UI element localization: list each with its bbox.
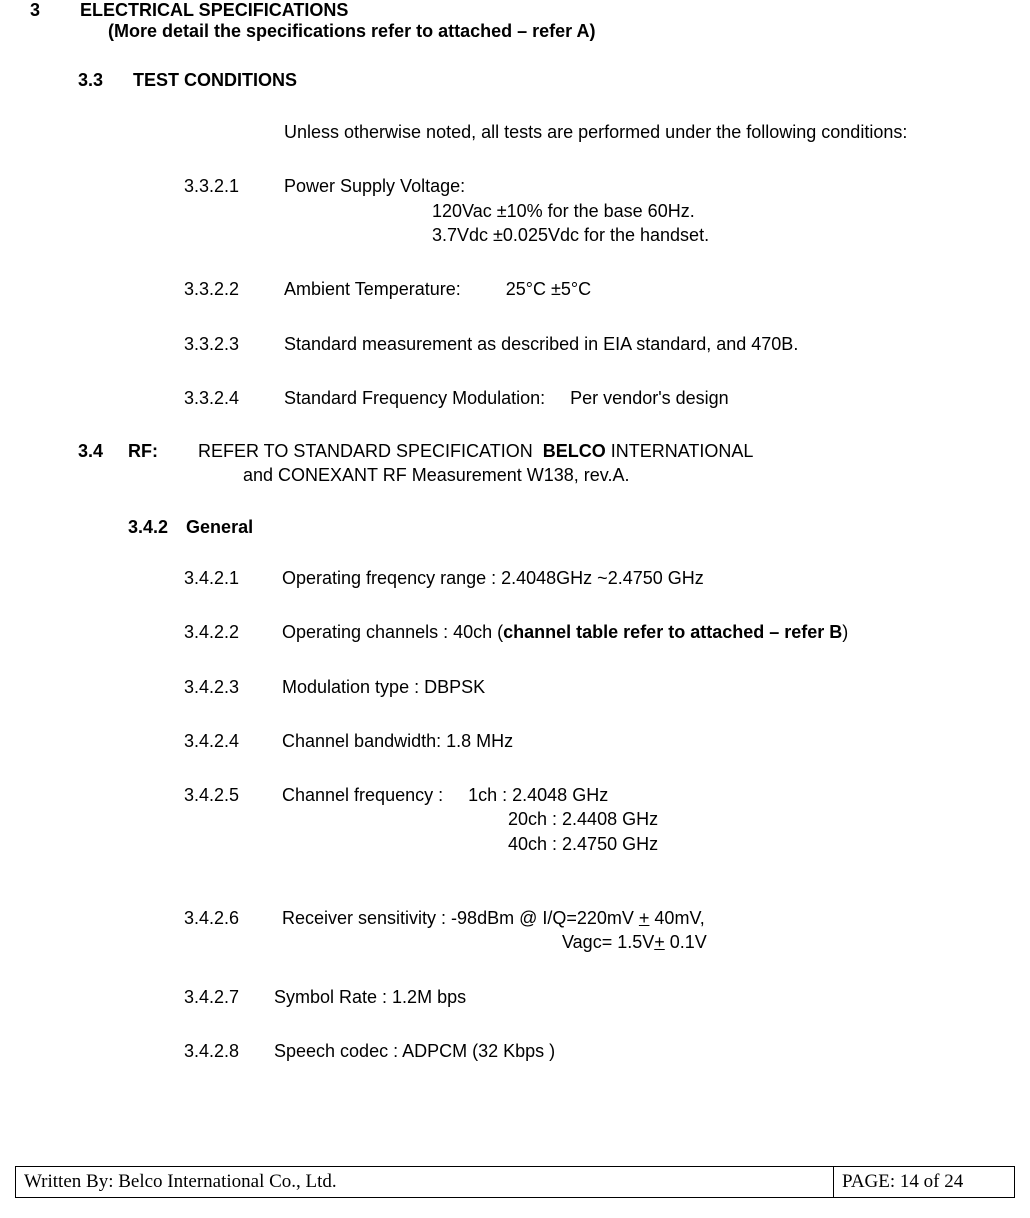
condition-line: 120Vac ±10% for the base 60Hz. (284, 199, 1000, 223)
condition-item: 3.3.2.4 Standard Frequency Modulation: P… (30, 386, 1000, 410)
general-text: Symbol Rate : 1.2M bps (274, 985, 1000, 1009)
general-num: 3.4.2.2 (184, 620, 282, 644)
section-3-4-2-num: 3.4.2 (128, 517, 168, 538)
general-num: 3.4.2.1 (184, 566, 282, 590)
conditions-intro: Unless otherwise noted, all tests are pe… (30, 121, 1000, 144)
condition-num: 3.3.2.2 (184, 277, 284, 301)
section-3-subtitle: (More detail the specifications refer to… (30, 21, 1000, 42)
general-num: 3.4.2.3 (184, 675, 282, 699)
general-text: Modulation type : DBPSK (282, 675, 1000, 699)
condition-label: Power Supply Voltage: (284, 174, 1000, 198)
general-pre: Operating channels : 40ch ( (282, 622, 503, 642)
footer-author: Written By: Belco International Co., Ltd… (16, 1167, 834, 1197)
general-item: 3.4.2.1 Operating freqency range : 2.404… (30, 566, 1000, 590)
general-item: 3.4.2.2 Operating channels : 40ch (chann… (30, 620, 1000, 644)
general-num: 3.4.2.7 (184, 985, 274, 1009)
general-item: 3.4.2.8 Speech codec : ADPCM (32 Kbps ) (30, 1039, 1000, 1063)
general-bold: channel table refer to attached – refer … (503, 622, 842, 642)
rf-text-post: INTERNATIONAL (606, 441, 754, 461)
sens-u2: + (654, 932, 665, 952)
sens-post1: 40mV, (649, 908, 704, 928)
section-3-3-num: 3.3 (78, 70, 103, 91)
freq-line: 20ch : 2.4408 GHz (282, 807, 1000, 831)
section-3-3-title: TEST CONDITIONS (133, 70, 297, 91)
sens-line2-pre: Vagc= 1.5V (562, 932, 654, 952)
page-footer: Written By: Belco International Co., Ltd… (15, 1166, 1015, 1198)
sens-u1: + (639, 908, 650, 928)
rf-line2: and CONEXANT RF Measurement W138, rev.A. (198, 464, 1000, 487)
general-text: Channel bandwidth: 1.8 MHz (282, 729, 1000, 753)
section-3-4: 3.4 RF: REFER TO STANDARD SPECIFICATION … (30, 440, 1000, 487)
section-3-num: 3 (30, 0, 40, 21)
section-3-4-2-title: General (186, 517, 253, 538)
freq-line: 40ch : 2.4750 GHz (282, 832, 1000, 856)
condition-item: 3.3.2.3 Standard measurement as describe… (30, 332, 1000, 356)
general-num: 3.4.2.8 (184, 1039, 274, 1063)
condition-item: 3.3.2.1 Power Supply Voltage: 120Vac ±10… (30, 174, 1000, 247)
rf-text-pre: REFER TO STANDARD SPECIFICATION (198, 441, 543, 461)
general-item: 3.4.2.5 Channel frequency : 1ch : 2.4048… (30, 783, 1000, 856)
freq-line: Channel frequency : 1ch : 2.4048 GHz (282, 783, 1000, 807)
condition-num: 3.3.2.1 (184, 174, 284, 247)
general-item: 3.4.2.4 Channel bandwidth: 1.8 MHz (30, 729, 1000, 753)
condition-item: 3.3.2.2 Ambient Temperature: 25°C ±5°C (30, 277, 1000, 301)
rf-bold: BELCO (543, 441, 606, 461)
condition-text: Standard measurement as described in EIA… (284, 332, 1000, 356)
section-3-title: ELECTRICAL SPECIFICATIONS (80, 0, 348, 21)
condition-text: Ambient Temperature: 25°C ±5°C (284, 277, 1000, 301)
general-num: 3.4.2.5 (184, 783, 282, 856)
condition-num: 3.3.2.3 (184, 332, 284, 356)
condition-num: 3.3.2.4 (184, 386, 284, 410)
general-item: 3.4.2.6 Receiver sensitivity : -98dBm @ … (30, 906, 1000, 955)
general-text: Speech codec : ADPCM (32 Kbps ) (274, 1039, 1000, 1063)
condition-line: 3.7Vdc ±0.025Vdc for the handset. (284, 223, 1000, 247)
general-num: 3.4.2.4 (184, 729, 282, 753)
section-3-4-num: 3.4 (78, 440, 128, 487)
general-item: 3.4.2.7 Symbol Rate : 1.2M bps (30, 985, 1000, 1009)
sens-line2-post: 0.1V (665, 932, 707, 952)
sens-pre: Receiver sensitivity : -98dBm @ I/Q=220m… (282, 908, 639, 928)
general-text: Operating freqency range : 2.4048GHz ~2.… (282, 566, 1000, 590)
general-num: 3.4.2.6 (184, 906, 282, 955)
rf-label: RF: (128, 440, 198, 487)
general-item: 3.4.2.3 Modulation type : DBPSK (30, 675, 1000, 699)
general-post: ) (842, 622, 848, 642)
condition-text: Standard Frequency Modulation: Per vendo… (284, 386, 1000, 410)
footer-page: PAGE: 14 of 24 (834, 1167, 1014, 1197)
